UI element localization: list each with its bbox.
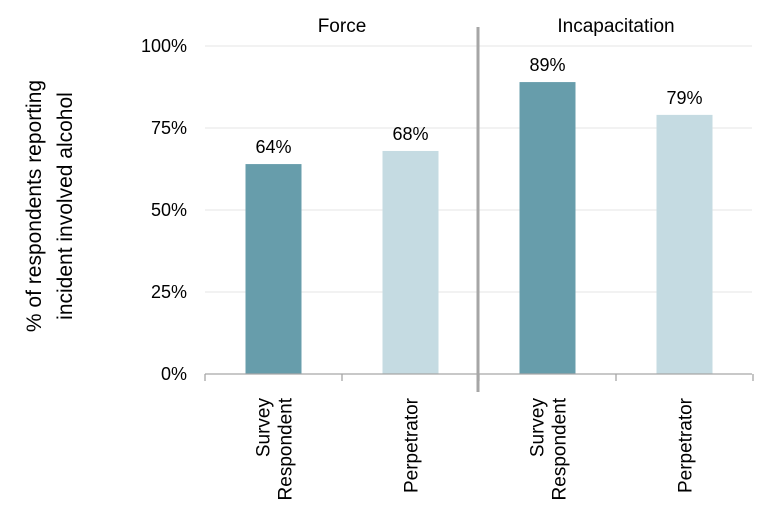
x-category-label: Survey	[254, 398, 275, 458]
bar	[519, 82, 576, 374]
y-tick-label: 100%	[141, 36, 187, 56]
labels: 0%25%50%75%100%64%Survey Respondent68%Per…	[23, 16, 703, 500]
x-category-label: Survey	[528, 398, 549, 458]
bar	[382, 150, 439, 374]
group-label: Force	[318, 16, 367, 37]
bar	[245, 164, 302, 374]
data-label: 64%	[255, 137, 291, 157]
data-label: 89%	[529, 55, 565, 75]
axes	[204, 27, 754, 392]
x-category-label: Respondent	[550, 397, 571, 500]
y-tick-label: 0%	[161, 364, 187, 384]
data-label: 79%	[666, 88, 702, 108]
y-tick-label: 50%	[151, 200, 187, 220]
y-axis-title: % of respondents reporting	[23, 80, 46, 332]
data-label: 68%	[392, 124, 428, 144]
x-category-label: Perpetrator	[676, 397, 697, 493]
y-axis-title: incident involved alcohol	[54, 92, 77, 320]
bars	[245, 82, 713, 374]
bar	[656, 114, 713, 374]
y-tick-label: 75%	[151, 118, 187, 138]
y-tick-label: 25%	[151, 282, 187, 302]
x-category-label: Respondent	[276, 397, 297, 500]
group-label: Incapacitation	[557, 16, 674, 37]
x-category-label: Perpetrator	[402, 397, 423, 493]
